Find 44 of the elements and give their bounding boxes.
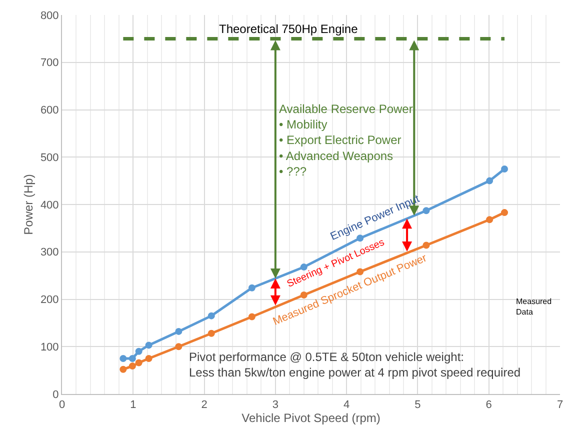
point xyxy=(120,366,127,373)
y-tick-label: 400 xyxy=(40,199,59,212)
point xyxy=(175,343,182,350)
point xyxy=(486,216,494,224)
annotation: Available Reserve Power • Mobility • Export Electric Power • Advanced Weapons • ??? xyxy=(279,102,413,178)
point xyxy=(128,362,136,370)
point xyxy=(175,328,182,335)
annotation: Measured Data xyxy=(516,297,552,316)
x-tick-label: 6 xyxy=(486,399,492,412)
point xyxy=(128,354,136,362)
annotation: Pivot performance @ 0.5TE & 50ton vehicle weight: Less than 5kw/ton engine power at 4 rpm pivot speed required xyxy=(189,350,521,380)
point xyxy=(208,312,215,320)
x-tick-label: 5 xyxy=(414,399,421,412)
x-tick-label: 2 xyxy=(201,399,208,412)
point xyxy=(422,242,430,249)
point xyxy=(248,284,256,292)
y-tick-label: 700 xyxy=(40,57,59,70)
x-tick-label: 7 xyxy=(556,399,564,412)
point xyxy=(248,313,256,320)
point xyxy=(120,354,127,362)
point xyxy=(208,330,215,337)
y-tick-label: 500 xyxy=(40,152,59,164)
y-tick-label: 300 xyxy=(40,246,59,259)
ref-line-label: Theoretical 750Hp Engine xyxy=(219,22,358,36)
point xyxy=(145,342,152,349)
x-axis-title: Vehicle Pivot Speed (rpm) xyxy=(242,411,380,426)
x-tick-label: 1 xyxy=(130,399,136,412)
y-axis-title: Power (Hp) xyxy=(22,174,36,235)
point xyxy=(501,209,508,216)
point xyxy=(486,177,494,184)
y-tick-label: 0 xyxy=(52,388,59,401)
x-tick-label: 4 xyxy=(344,399,350,412)
point xyxy=(422,207,430,214)
point xyxy=(145,354,152,362)
point xyxy=(356,268,364,276)
point xyxy=(135,348,142,355)
y-tick-label: 200 xyxy=(40,294,59,306)
point xyxy=(501,165,508,172)
point xyxy=(300,291,308,298)
y-tick-label: 100 xyxy=(40,341,59,354)
y-tick-label: 600 xyxy=(40,104,59,117)
point xyxy=(135,359,142,366)
x-tick-label: 3 xyxy=(272,399,278,412)
y-tick-label: 800 xyxy=(40,10,59,22)
